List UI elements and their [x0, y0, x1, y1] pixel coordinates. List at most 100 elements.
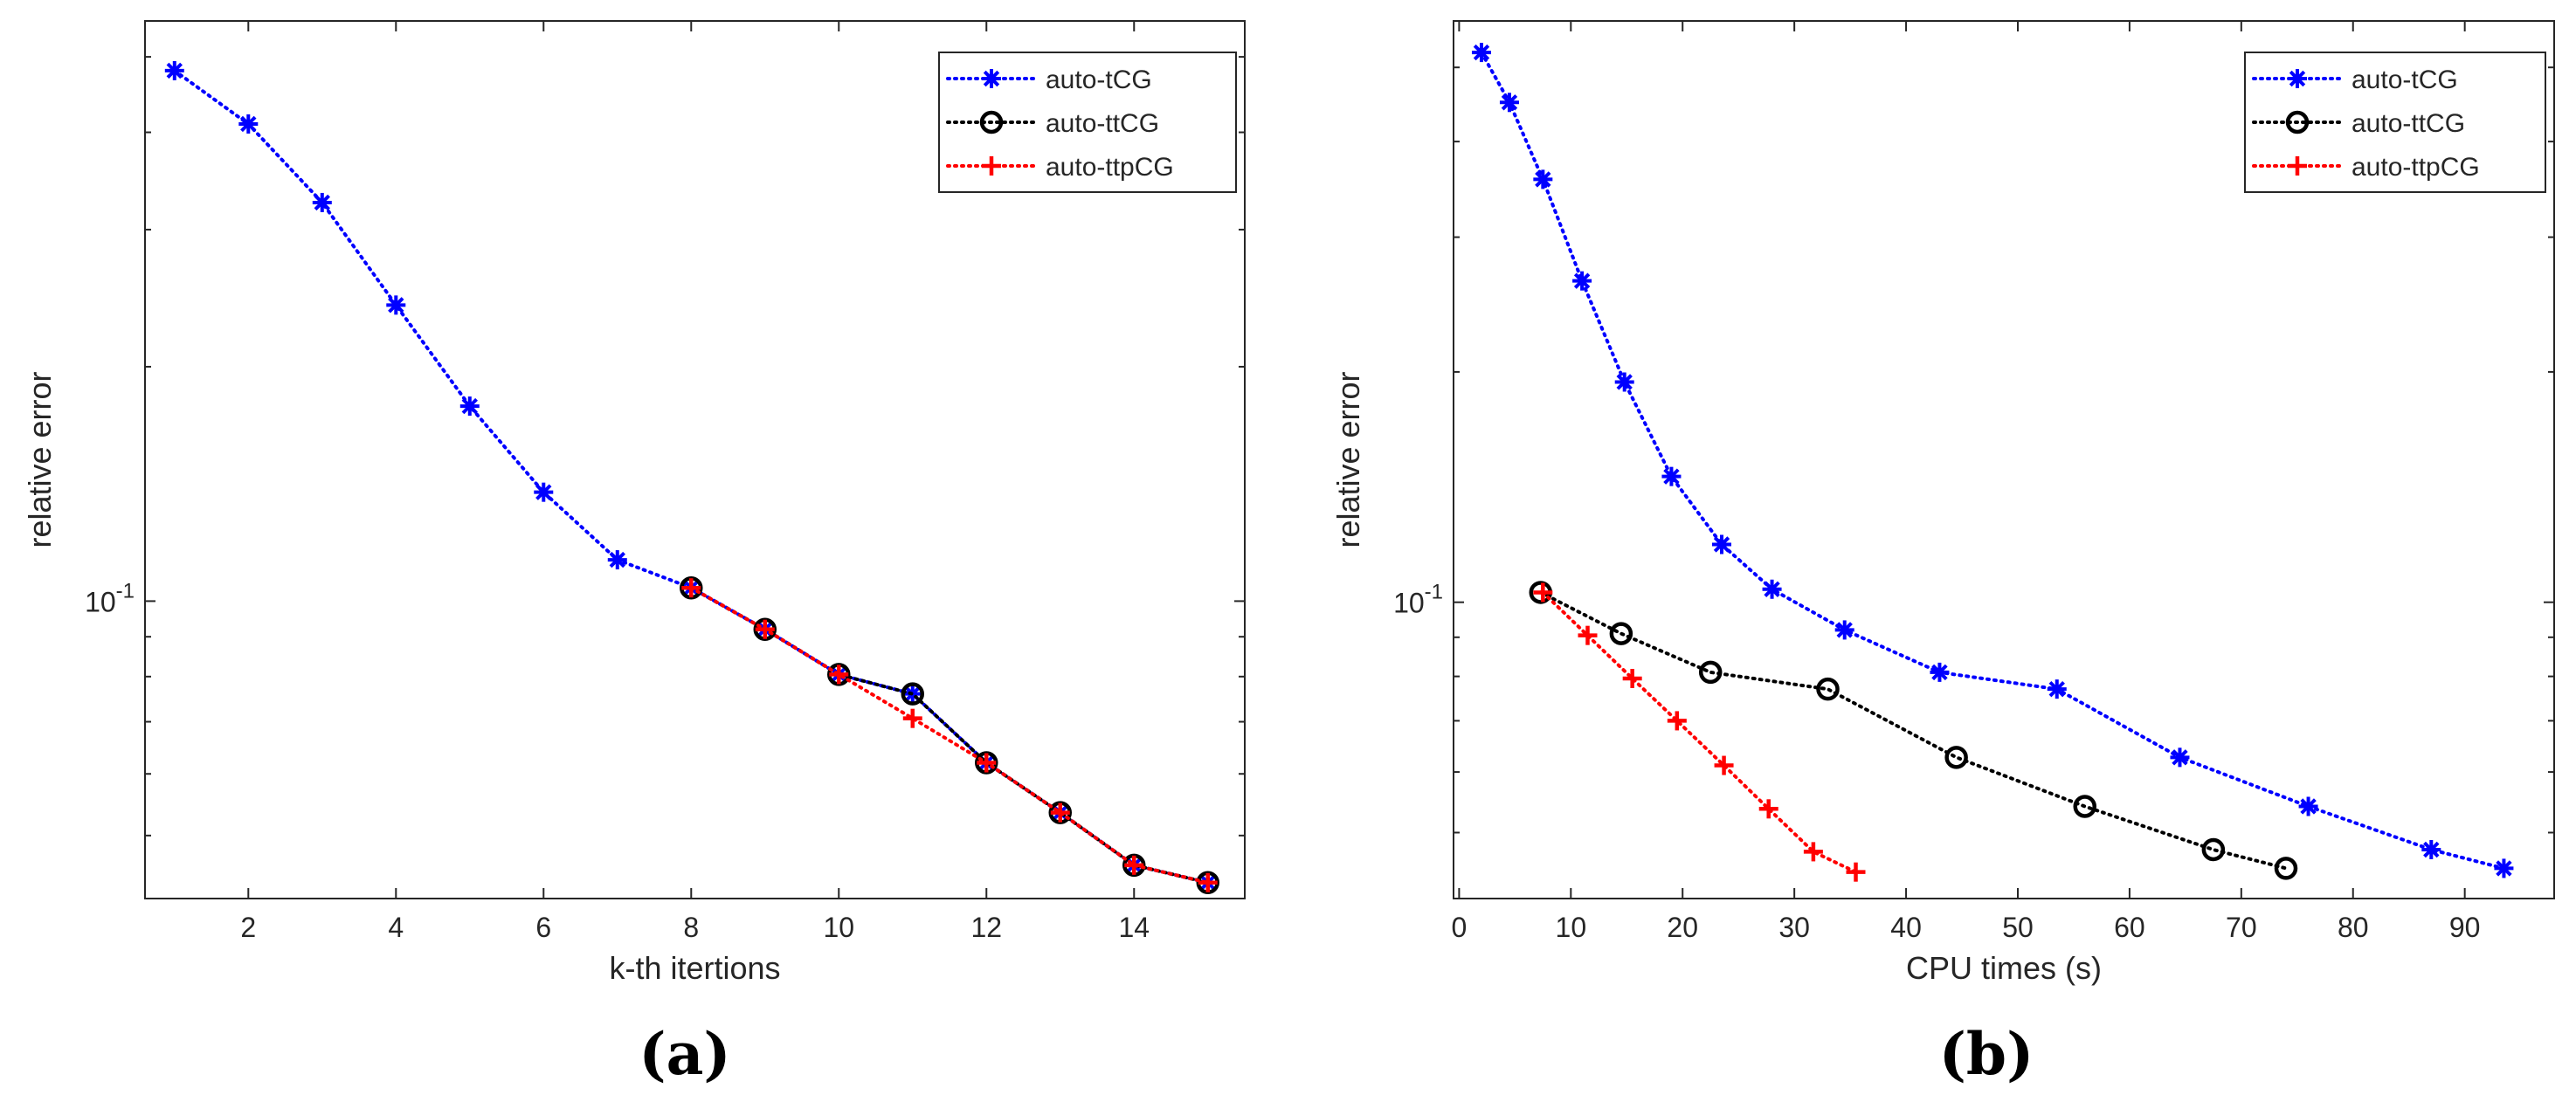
legend-a: auto-tCG auto-ttCG auto-ttpCG [938, 52, 1237, 193]
legend-marker [982, 69, 1001, 88]
legend-b: auto-tCG auto-ttCG auto-ttpCG [2244, 52, 2546, 193]
data-point-auto-ttpCG [681, 578, 701, 598]
data-point-auto-ttpCG [1124, 855, 1144, 875]
data-point-auto-ttpCG [1667, 711, 1687, 731]
x-tick-label: 2 [240, 912, 256, 943]
legend-entry: auto-ttpCG [2252, 153, 2480, 182]
data-point-auto-ttCG [901, 682, 925, 706]
series-auto-ttpCG [681, 578, 1218, 892]
legend-marker [2288, 156, 2307, 176]
data-point-auto-tCG [2170, 747, 2190, 768]
series-line-auto-ttpCG [689, 586, 1210, 885]
data-point-auto-ttpCG [1578, 625, 1598, 645]
data-point-auto-ttpCG [755, 619, 775, 639]
data-point-auto-tCG [1614, 372, 1634, 392]
x-tick-label: 40 [1890, 912, 1922, 943]
x-tick-label: 20 [1667, 912, 1698, 943]
data-point-auto-tCG [1533, 169, 1553, 189]
data-point-auto-tCG [1712, 534, 1732, 554]
x-tick-label: 10 [823, 912, 854, 943]
x-tick-label: 30 [1778, 912, 1810, 943]
legend-entry: auto-ttpCG [946, 153, 1174, 182]
data-point-auto-tCG [2494, 858, 2514, 878]
x-tick-label: 10 [1556, 912, 1587, 943]
data-point-auto-ttpCG [1714, 755, 1734, 775]
x-tick-label: 60 [2114, 912, 2145, 943]
data-point-auto-ttpCG [1758, 799, 1778, 819]
data-point-auto-ttpCG [1622, 668, 1642, 688]
data-point-auto-tCG [1762, 579, 1782, 599]
data-point-auto-ttpCG [902, 708, 922, 728]
x-tick-label: 90 [2449, 912, 2481, 943]
legend-marker [979, 110, 1004, 134]
legend-marker [2285, 110, 2310, 134]
panel-label-b: (b) [1939, 1020, 2034, 1088]
x-tick-label: 50 [2002, 912, 2034, 943]
data-point-auto-ttCG [1609, 622, 1633, 645]
data-point-auto-tCG [1471, 43, 1491, 63]
data-point-auto-ttpCG [829, 665, 849, 685]
data-point-auto-ttCG [1816, 677, 1840, 701]
data-point-auto-ttpCG [977, 753, 997, 773]
data-point-auto-tCG [2298, 796, 2318, 816]
data-point-auto-tCG [1834, 620, 1854, 640]
y-axis-label: relative error [22, 371, 58, 548]
legend-label: auto-tCG [2352, 65, 2458, 94]
data-point-auto-ttpCG [1198, 872, 1218, 892]
data-point-auto-tCG [459, 396, 480, 417]
x-tick-label: 4 [388, 912, 404, 943]
x-tick-label: 70 [2226, 912, 2257, 943]
data-point-auto-ttCG [1944, 746, 1968, 769]
series-auto-tCG [1471, 43, 2514, 878]
data-point-auto-tCG [1499, 93, 1519, 113]
data-point-auto-tCG [164, 60, 184, 80]
legend-label: auto-ttCG [2352, 109, 2465, 138]
data-point-auto-ttpCG [1533, 582, 1553, 603]
data-point-auto-ttCG [2073, 795, 2096, 818]
legend-marker [982, 156, 1001, 176]
data-point-auto-tCG [238, 114, 259, 134]
legend-entry: auto-tCG [946, 65, 1152, 94]
data-point-auto-tCG [607, 550, 627, 570]
chart-panel-b: 0 10 20 30 40 50 60 70 80 90 10-1 CPU times (s) rela… [1330, 20, 2555, 986]
legend-label: auto-ttCG [1046, 109, 1159, 138]
x-tick-label: 14 [1118, 912, 1150, 943]
legend-label: auto-tCG [1046, 65, 1152, 94]
y-axis-label: relative error [1330, 371, 1366, 548]
data-point-auto-tCG [1930, 662, 1950, 682]
x-tick-label: 8 [683, 912, 699, 943]
legend-label: auto-ttpCG [2352, 153, 2480, 182]
panel-label-a: (a) [639, 1020, 730, 1088]
data-point-auto-tCG [386, 295, 406, 315]
data-point-auto-ttpCG [1050, 802, 1070, 823]
x-axis-label: CPU times (s) [1906, 950, 2102, 986]
x-axis-label: k-th itertions [609, 950, 780, 986]
x-tick-label: 0 [1451, 912, 1467, 943]
data-point-auto-ttCG [2201, 837, 2226, 862]
data-point-auto-tCG [534, 482, 554, 502]
data-point-auto-tCG [1572, 271, 1592, 291]
chart-panel-a: 2 4 6 8 10 12 14 10-1 k-th itertions relative err… [22, 20, 1246, 986]
data-point-auto-ttCG [1698, 660, 1723, 685]
series-auto-ttpCG [1533, 582, 1866, 882]
x-tick-label: 12 [970, 912, 1002, 943]
data-point-auto-ttCG [2274, 857, 2298, 880]
y-tick-label: 10-1 [85, 579, 135, 617]
x-tick-label: 6 [535, 912, 551, 943]
data-point-auto-ttpCG [1803, 842, 1823, 862]
series-line-auto-ttCG [1538, 590, 2288, 871]
data-point-auto-tCG [2047, 679, 2067, 699]
data-point-auto-tCG [1661, 466, 1682, 486]
data-point-auto-tCG [312, 192, 332, 212]
legend-label: auto-ttpCG [1046, 153, 1174, 182]
data-point-auto-tCG [2421, 839, 2441, 859]
legend-entry: auto-tCG [2252, 65, 2458, 94]
legend-marker [2288, 69, 2307, 88]
data-point-auto-ttpCG [1846, 862, 1866, 882]
x-tick-label: 80 [2338, 912, 2369, 943]
y-tick-label: 10-1 [1393, 581, 1443, 619]
series-line-auto-ttpCG [1541, 590, 1858, 874]
legend-entry: auto-ttCG [2252, 109, 2465, 138]
legend-entry: auto-ttCG [946, 109, 1159, 138]
